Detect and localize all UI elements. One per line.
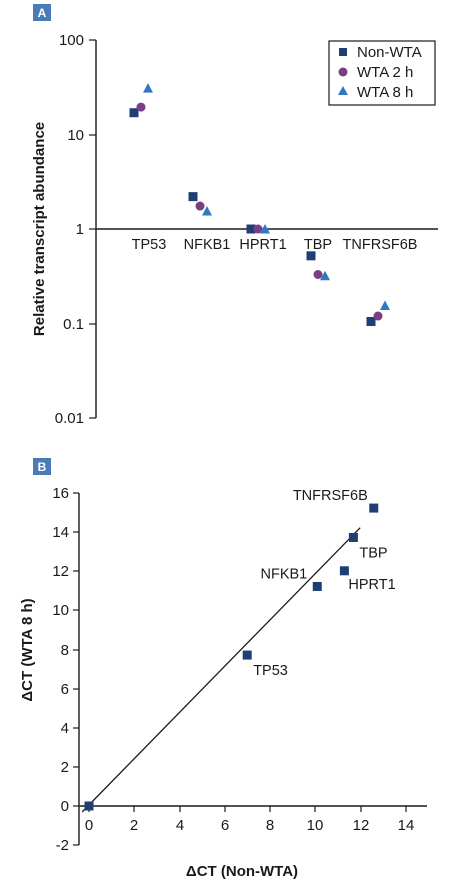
panel-b-point-tp53 bbox=[242, 650, 252, 660]
panel-b-ytick-label: 12 bbox=[52, 563, 69, 580]
legend-entry-non-wta: Non-WTA bbox=[357, 44, 422, 61]
panel-b-point-labels: TP53 NFKB1 HPRT1 TBP TNFRSF6B bbox=[253, 488, 395, 679]
panel-b-ytick-label: 4 bbox=[61, 720, 69, 737]
panel-a-point-tp53 bbox=[129, 108, 139, 118]
panel-a-point-hprt1 bbox=[253, 224, 263, 234]
panel-b-point-label-nfkb1: NFKB1 bbox=[261, 566, 308, 582]
panel-a-category-label: TNFRSF6B bbox=[343, 237, 418, 253]
panel-b-ytick-label: 14 bbox=[52, 524, 69, 541]
panel-b-ytick-label: 10 bbox=[52, 602, 69, 619]
panel-b-xtick-label: 8 bbox=[266, 817, 274, 834]
panel-a-point-nfkb1 bbox=[188, 192, 198, 202]
panel-b-fit-line bbox=[81, 527, 361, 813]
panel-a: A 100 10 1 0.1 0.01 Relative transcript … bbox=[31, 4, 438, 427]
panel-b-xtick-label: 4 bbox=[176, 817, 184, 834]
panel-b-point-label-tbp: TBP bbox=[359, 545, 387, 561]
panel-a-category-label: TP53 bbox=[132, 237, 167, 253]
panel-a-points bbox=[129, 83, 390, 326]
panel-a-point-nfkb1 bbox=[202, 206, 212, 216]
panel-b-xtick-label: 14 bbox=[398, 817, 415, 834]
legend-circle-marker bbox=[338, 67, 348, 77]
panel-a-point-hprt1 bbox=[260, 224, 270, 234]
panel-a-point-nfkb1 bbox=[195, 201, 205, 211]
panel-b-point-label-tnfrsf6b: TNFRSF6B bbox=[293, 488, 368, 504]
legend-triangle-marker bbox=[338, 86, 348, 95]
panel-a-point-tnfrsf6b bbox=[366, 316, 376, 326]
panel-a-badge bbox=[33, 4, 51, 21]
panel-b-ytick-label: 0 bbox=[61, 798, 69, 815]
panel-b-point-label-tp53: TP53 bbox=[253, 663, 288, 679]
panel-a-point-tnfrsf6b bbox=[380, 300, 390, 311]
panel-b-xtick-label: 12 bbox=[353, 817, 370, 834]
panel-a-point-tbp bbox=[320, 270, 330, 281]
panel-b-ytick-label: -2 bbox=[56, 837, 69, 854]
panel-b-letter: B bbox=[38, 460, 47, 474]
legend-square-marker bbox=[339, 48, 347, 56]
panel-a-legend: Non-WTA WTA 2 h WTA 8 h bbox=[328, 40, 436, 106]
panel-a-y-axis-label: Relative transcript abundance bbox=[31, 122, 48, 336]
panel-a-category-label: TBP bbox=[304, 237, 332, 253]
panel-a-ytick-label: 10 bbox=[67, 127, 84, 144]
panel-a-y-ticks: 100 10 1 0.1 0.01 bbox=[55, 32, 96, 427]
panel-b-x-ticks: 0 2 4 6 8 10 12 14 bbox=[85, 806, 415, 834]
panel-a-ytick-label: 0.01 bbox=[55, 410, 84, 427]
panel-a-ytick-label: 1 bbox=[76, 221, 84, 238]
panel-b-point-hprt1 bbox=[339, 566, 349, 576]
panel-b-ytick-label: 16 bbox=[52, 485, 69, 502]
panel-b-point-tnfrsf6b bbox=[369, 503, 379, 513]
panel-b-point-label-hprt1: HPRT1 bbox=[348, 577, 395, 593]
panel-a-category-labels: TP53 NFKB1 HPRT1 TBP TNFRSF6B bbox=[132, 237, 418, 253]
panel-b-xtick-label: 2 bbox=[130, 817, 138, 834]
panel-a-category-label: HPRT1 bbox=[239, 237, 286, 253]
panel-b-x-axis-label: ΔCT (Non-WTA) bbox=[186, 863, 298, 880]
panel-b-ytick-label: 6 bbox=[61, 681, 69, 698]
panel-b-y-ticks: 16 14 12 10 8 6 4 2 0 -2 bbox=[52, 485, 79, 854]
panel-a-point-tbp bbox=[306, 251, 316, 261]
legend-entry-wta-2h: WTA 2 h bbox=[357, 64, 413, 81]
panel-b-point-origin bbox=[84, 801, 94, 811]
panel-b: B 16 14 12 10 8 6 4 2 0 -2 bbox=[19, 458, 427, 880]
panel-a-point-tp53 bbox=[136, 102, 146, 112]
panel-a-category-label: NFKB1 bbox=[184, 237, 231, 253]
panel-a-ytick-label: 100 bbox=[59, 32, 84, 49]
panel-b-xtick-label: 6 bbox=[221, 817, 229, 834]
legend-entry-wta-8h: WTA 8 h bbox=[357, 84, 413, 101]
panel-b-point-tbp bbox=[348, 532, 358, 542]
panel-b-badge bbox=[33, 458, 51, 475]
panel-b-points bbox=[84, 503, 379, 811]
panel-a-point-tnfrsf6b bbox=[373, 311, 383, 321]
panel-a-point-hprt1 bbox=[246, 224, 256, 234]
panel-a-ytick-label: 0.1 bbox=[63, 316, 84, 333]
panel-a-point-tbp bbox=[313, 270, 323, 280]
panel-b-y-axis-label: ΔCT (WTA 8 h) bbox=[19, 598, 36, 701]
panel-a-letter: A bbox=[38, 6, 47, 20]
panel-b-xtick-label: 10 bbox=[307, 817, 324, 834]
panel-b-ytick-label: 2 bbox=[61, 759, 69, 776]
panel-a-point-tp53 bbox=[143, 83, 153, 93]
panel-b-point-nfkb1 bbox=[312, 581, 322, 591]
panel-b-xtick-label: 0 bbox=[85, 817, 93, 834]
panel-b-ytick-label: 8 bbox=[61, 642, 69, 659]
